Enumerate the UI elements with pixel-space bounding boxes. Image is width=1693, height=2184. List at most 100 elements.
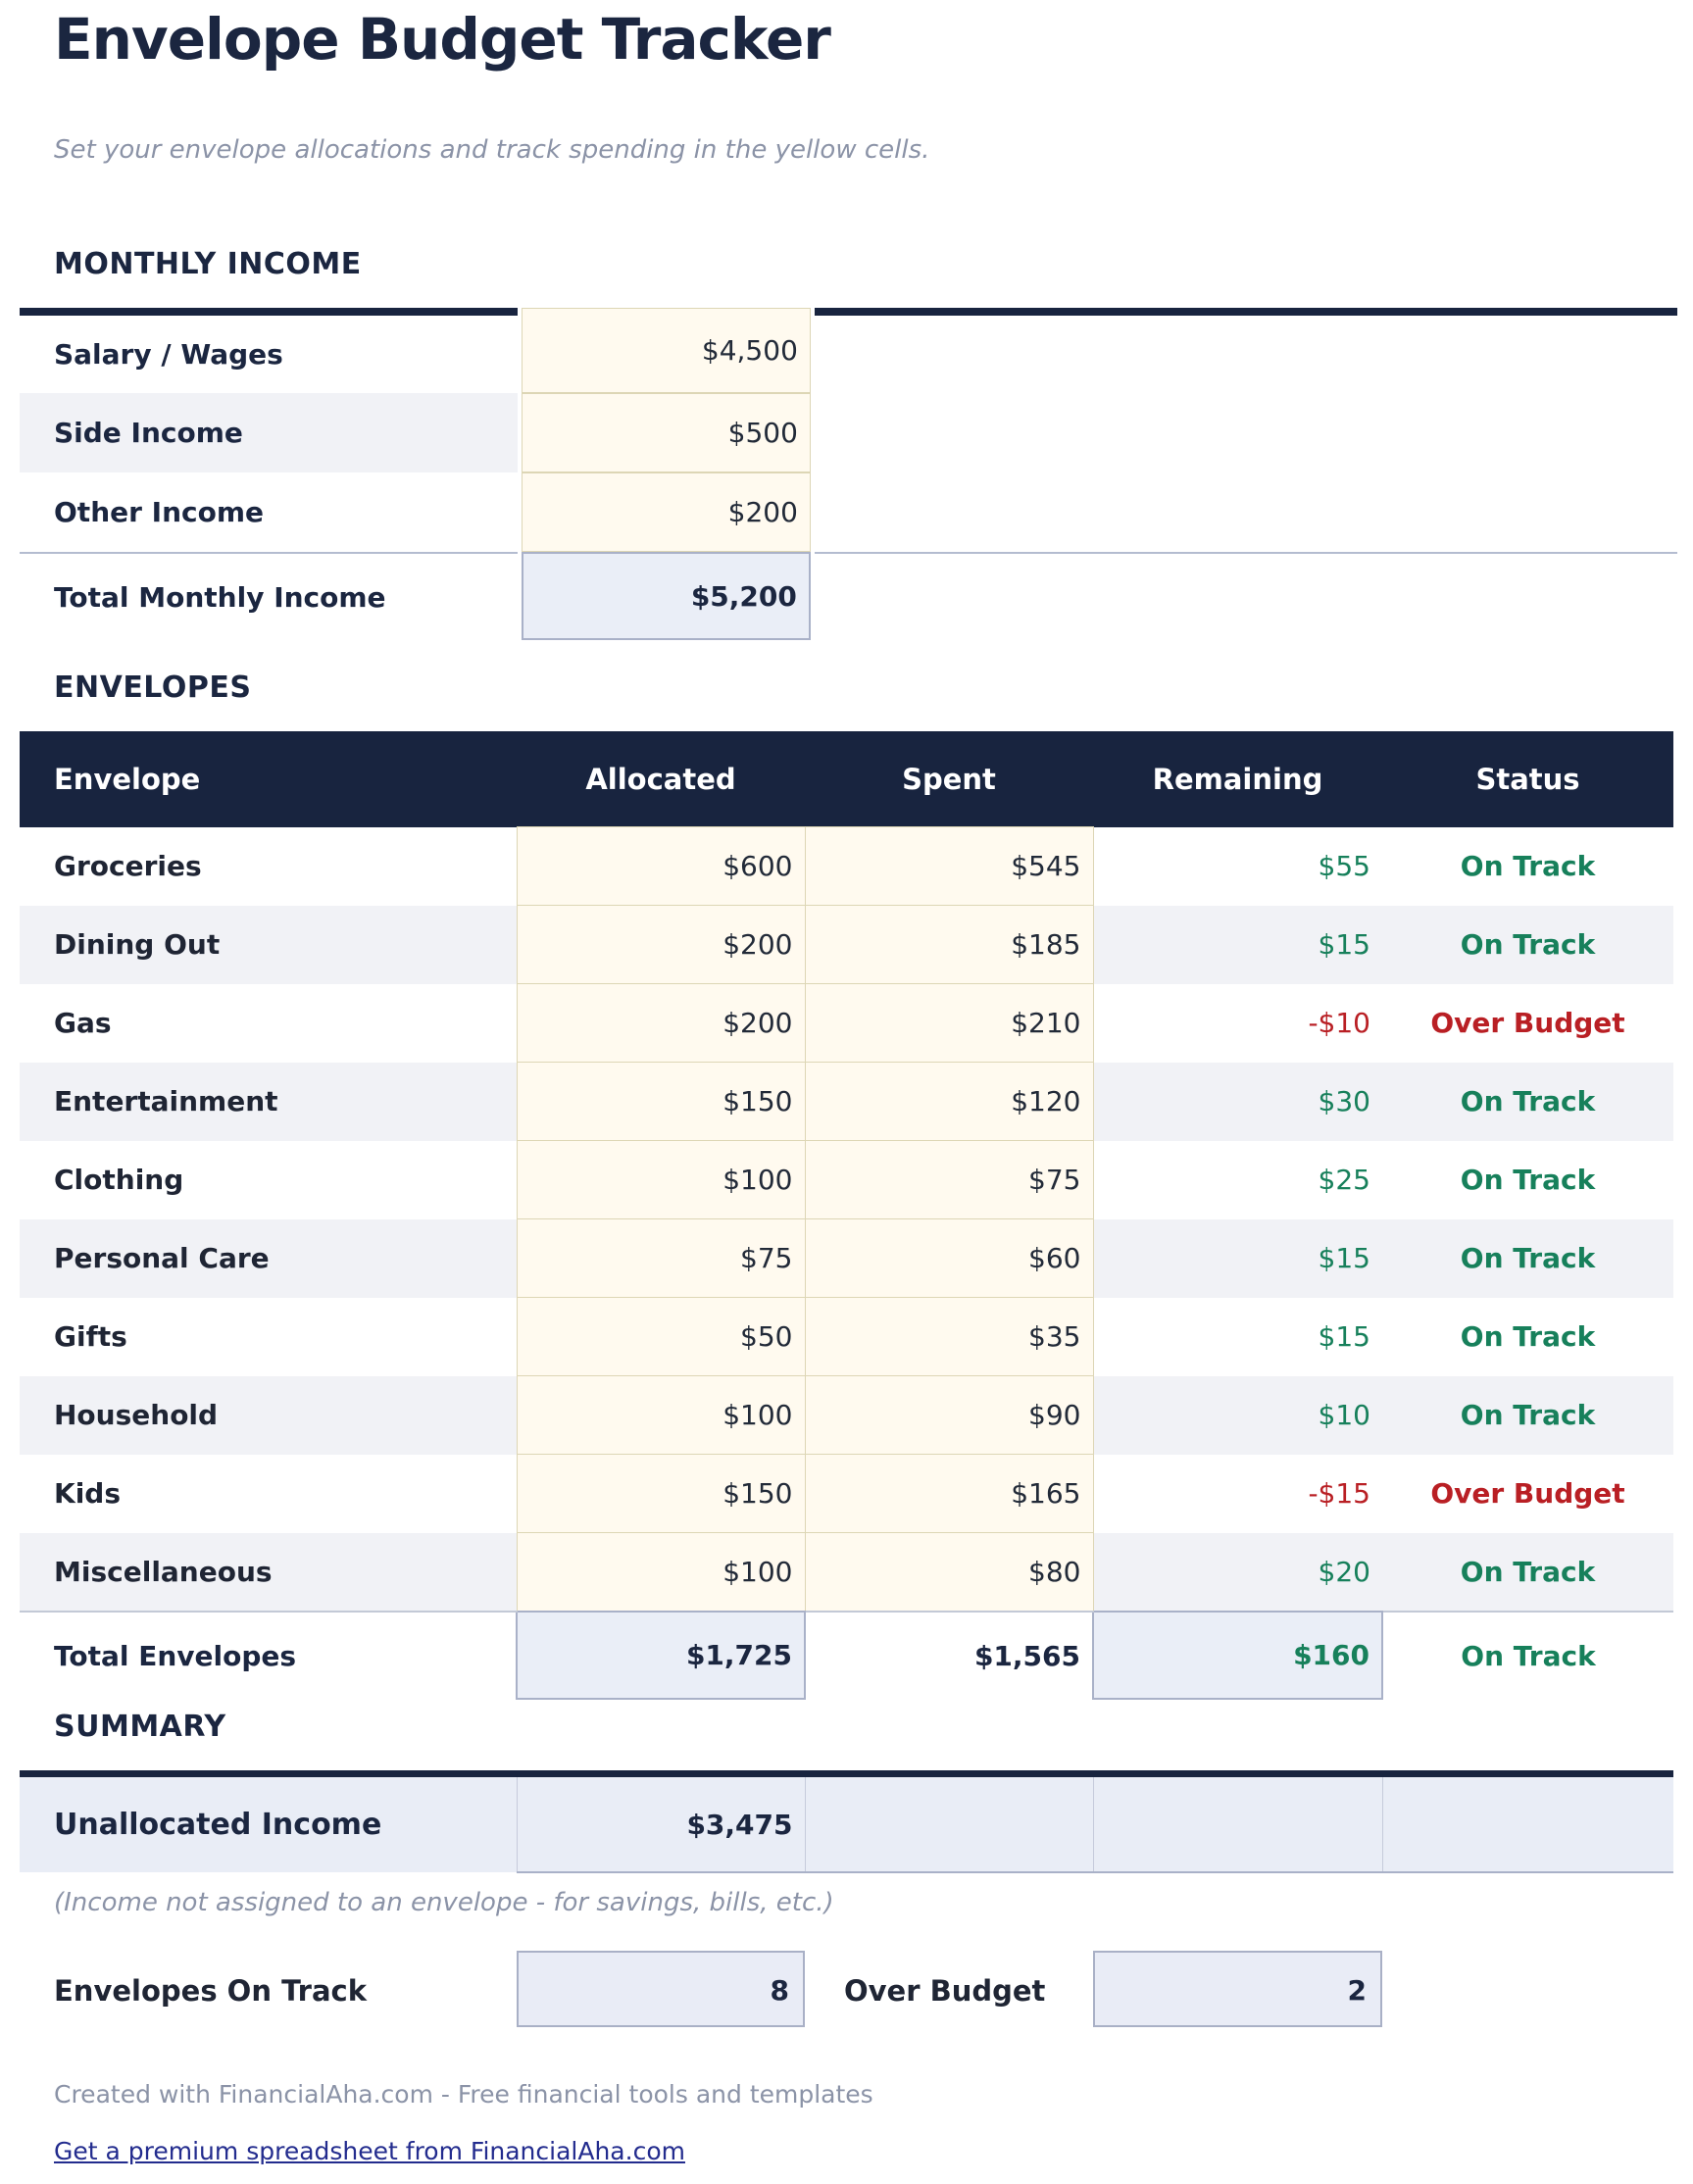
income-label: Side Income — [20, 393, 519, 472]
envelopes-total-row: Total Envelopes $1,725 $1,565 $160 On Tr… — [20, 1611, 1673, 1700]
income-value-input-cell[interactable]: $500 — [522, 393, 811, 472]
summary-empty-cell — [1381, 1773, 1673, 1873]
allocated-input-cell[interactable]: $200 — [516, 905, 806, 984]
status-badge: On Track — [1460, 850, 1596, 882]
column-header-remaining: Remaining — [1093, 731, 1382, 827]
income-row-filler — [814, 308, 1677, 393]
remaining-value: $10 — [1318, 1399, 1370, 1431]
envelope-name: Miscellaneous — [54, 1555, 273, 1588]
envelopes-table: Envelope Allocated Spent Remaining Statu… — [20, 731, 1673, 1700]
remaining-value: $15 — [1318, 1320, 1370, 1353]
envelope-row: Miscellaneous $100 $80 $20 On Track — [20, 1532, 1673, 1613]
status-badge: Over Budget — [1430, 1007, 1625, 1039]
envelope-name: Household — [54, 1399, 219, 1431]
remaining-value: -$15 — [1308, 1477, 1370, 1510]
unallocated-income-label: Unallocated Income — [20, 1773, 517, 1872]
allocated-input-cell[interactable]: $150 — [516, 1062, 806, 1141]
over-budget-count-cell: 2 — [1093, 1951, 1382, 2027]
allocated-input-cell[interactable]: $150 — [516, 1454, 806, 1533]
status-badge: Over Budget — [1430, 1477, 1625, 1510]
status-badge: On Track — [1460, 1164, 1596, 1196]
income-total-value-cell: $5,200 — [522, 552, 811, 640]
spent-input-cell[interactable]: $185 — [804, 905, 1094, 984]
column-header-status: Status — [1382, 731, 1673, 827]
envelope-row: Gifts $50 $35 $15 On Track — [20, 1297, 1673, 1376]
envelope-row: Household $100 $90 $10 On Track — [20, 1375, 1673, 1455]
envelopes-heading: ENVELOPES — [54, 670, 252, 705]
envelope-stats-row: Envelopes On Track 8 Over Budget 2 — [0, 1951, 1693, 2031]
spent-input-cell[interactable]: $165 — [804, 1454, 1094, 1533]
summary-heading: SUMMARY — [54, 1710, 226, 1744]
income-total-label: Total Monthly Income — [20, 552, 519, 640]
envelopes-on-track-count-cell: 8 — [517, 1951, 805, 2027]
status-badge: On Track — [1460, 1242, 1596, 1274]
allocated-input-cell[interactable]: $100 — [516, 1375, 806, 1455]
status-badge: On Track — [1460, 1399, 1596, 1431]
envelope-name: Groceries — [54, 850, 202, 882]
column-header-spent: Spent — [805, 731, 1093, 827]
column-header-envelope: Envelope — [20, 731, 517, 827]
envelope-row: Groceries $600 $545 $55 On Track — [20, 826, 1673, 906]
spent-input-cell[interactable]: $80 — [804, 1532, 1094, 1613]
envelope-name: Gas — [54, 1007, 112, 1039]
status-badge: On Track — [1460, 1320, 1596, 1353]
spent-input-cell[interactable]: $60 — [804, 1218, 1094, 1298]
spent-input-cell[interactable]: $75 — [804, 1140, 1094, 1219]
envelope-name: Kids — [54, 1477, 122, 1510]
income-row-other: Other Income $200 — [20, 472, 1677, 552]
envelope-row: Entertainment $150 $120 $30 On Track — [20, 1062, 1673, 1141]
income-row-salary: Salary / Wages $4,500 — [20, 308, 1677, 393]
status-badge: On Track — [1460, 928, 1596, 961]
total-spent-cell: $1,565 — [805, 1611, 1093, 1699]
allocated-input-cell[interactable]: $100 — [516, 1140, 806, 1219]
envelope-row: Personal Care $75 $60 $15 On Track — [20, 1218, 1673, 1298]
over-budget-label: Over Budget — [844, 1974, 1046, 2008]
premium-spreadsheet-link[interactable]: Get a premium spreadsheet from Financial… — [54, 2137, 685, 2165]
status-badge: On Track — [1460, 1085, 1596, 1117]
total-status-badge: On Track — [1382, 1611, 1673, 1699]
spent-input-cell[interactable]: $90 — [804, 1375, 1094, 1455]
income-label: Other Income — [54, 496, 265, 528]
envelope-name: Dining Out — [54, 928, 221, 961]
remaining-value: $15 — [1318, 928, 1370, 961]
unallocated-income-row: Unallocated Income $3,475 — [20, 1773, 1673, 1873]
income-row-filler — [814, 552, 1677, 640]
column-header-allocated: Allocated — [517, 731, 805, 827]
spent-input-cell[interactable]: $210 — [804, 983, 1094, 1063]
remaining-value: $25 — [1318, 1164, 1370, 1196]
income-value-input-cell[interactable]: $4,500 — [522, 308, 811, 393]
unallocated-income-note: (Income not assigned to an envelope - fo… — [54, 1888, 834, 1917]
summary-empty-cell — [804, 1773, 1093, 1873]
envelope-row: Clothing $100 $75 $25 On Track — [20, 1140, 1673, 1219]
income-value-input-cell[interactable]: $200 — [522, 472, 811, 552]
page-subtitle: Set your envelope allocations and track … — [54, 135, 930, 165]
envelope-name: Personal Care — [54, 1242, 270, 1274]
remaining-value: $15 — [1318, 1242, 1370, 1274]
allocated-input-cell[interactable]: $100 — [516, 1532, 806, 1613]
income-row-filler — [815, 472, 1677, 552]
status-badge: On Track — [1460, 1555, 1596, 1588]
spent-input-cell[interactable]: $545 — [804, 826, 1094, 906]
income-row-filler — [815, 393, 1677, 472]
allocated-input-cell[interactable]: $50 — [516, 1297, 806, 1376]
envelope-row: Gas $200 $210 -$10 Over Budget — [20, 983, 1673, 1063]
allocated-input-cell[interactable]: $600 — [516, 826, 806, 906]
spent-input-cell[interactable]: $120 — [804, 1062, 1094, 1141]
summary-table: Unallocated Income $3,475 — [20, 1770, 1673, 1873]
envelopes-header-row: Envelope Allocated Spent Remaining Statu… — [20, 731, 1673, 827]
envelope-row: Dining Out $200 $185 $15 On Track — [20, 905, 1673, 984]
allocated-input-cell[interactable]: $200 — [516, 983, 806, 1063]
remaining-value: $30 — [1318, 1085, 1370, 1117]
allocated-input-cell[interactable]: $75 — [516, 1218, 806, 1298]
income-total-row: Total Monthly Income $5,200 — [20, 552, 1677, 640]
monthly-income-heading: MONTHLY INCOME — [54, 247, 362, 281]
remaining-value: -$10 — [1308, 1007, 1370, 1039]
spent-input-cell[interactable]: $35 — [804, 1297, 1094, 1376]
unallocated-income-value-cell: $3,475 — [516, 1773, 805, 1873]
summary-empty-cell — [1092, 1773, 1382, 1873]
envelope-name: Gifts — [54, 1320, 127, 1353]
envelope-row: Kids $150 $165 -$15 Over Budget — [20, 1454, 1673, 1533]
credit-text: Created with FinancialAha.com - Free fin… — [54, 2080, 873, 2109]
envelope-name: Clothing — [54, 1164, 184, 1196]
remaining-value: $20 — [1318, 1555, 1370, 1588]
